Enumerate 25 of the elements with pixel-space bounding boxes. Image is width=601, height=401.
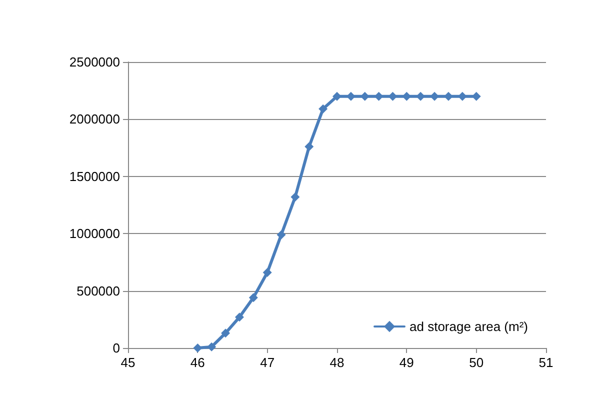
y-tick-label: 2000000 <box>69 112 120 127</box>
y-tick-label: 500000 <box>76 283 120 298</box>
point <box>234 312 244 322</box>
point <box>332 92 342 101</box>
x-tick-label: 51 <box>538 355 554 370</box>
point <box>207 342 216 352</box>
point <box>276 230 286 240</box>
x-tick-label: 46 <box>190 355 205 370</box>
point <box>262 268 272 277</box>
point <box>304 142 314 152</box>
y-tick-label: 2500000 <box>69 54 120 70</box>
x-tick-label: 48 <box>330 355 344 370</box>
point <box>318 104 328 114</box>
point <box>290 192 300 202</box>
y-tick-label: 1500000 <box>69 168 120 184</box>
point <box>193 344 202 352</box>
x-tick-label: 49 <box>399 355 414 370</box>
y-tick-label: 0 <box>112 340 120 356</box>
y-tick-label: 1000000 <box>69 226 120 242</box>
point <box>221 328 230 338</box>
point <box>248 293 258 302</box>
x-tick-label: 47 <box>260 355 275 370</box>
x-tick-label: 50 <box>469 355 484 370</box>
legend-label: ad storage area (m²) <box>410 319 528 334</box>
x-tick-label: 45 <box>120 355 136 370</box>
